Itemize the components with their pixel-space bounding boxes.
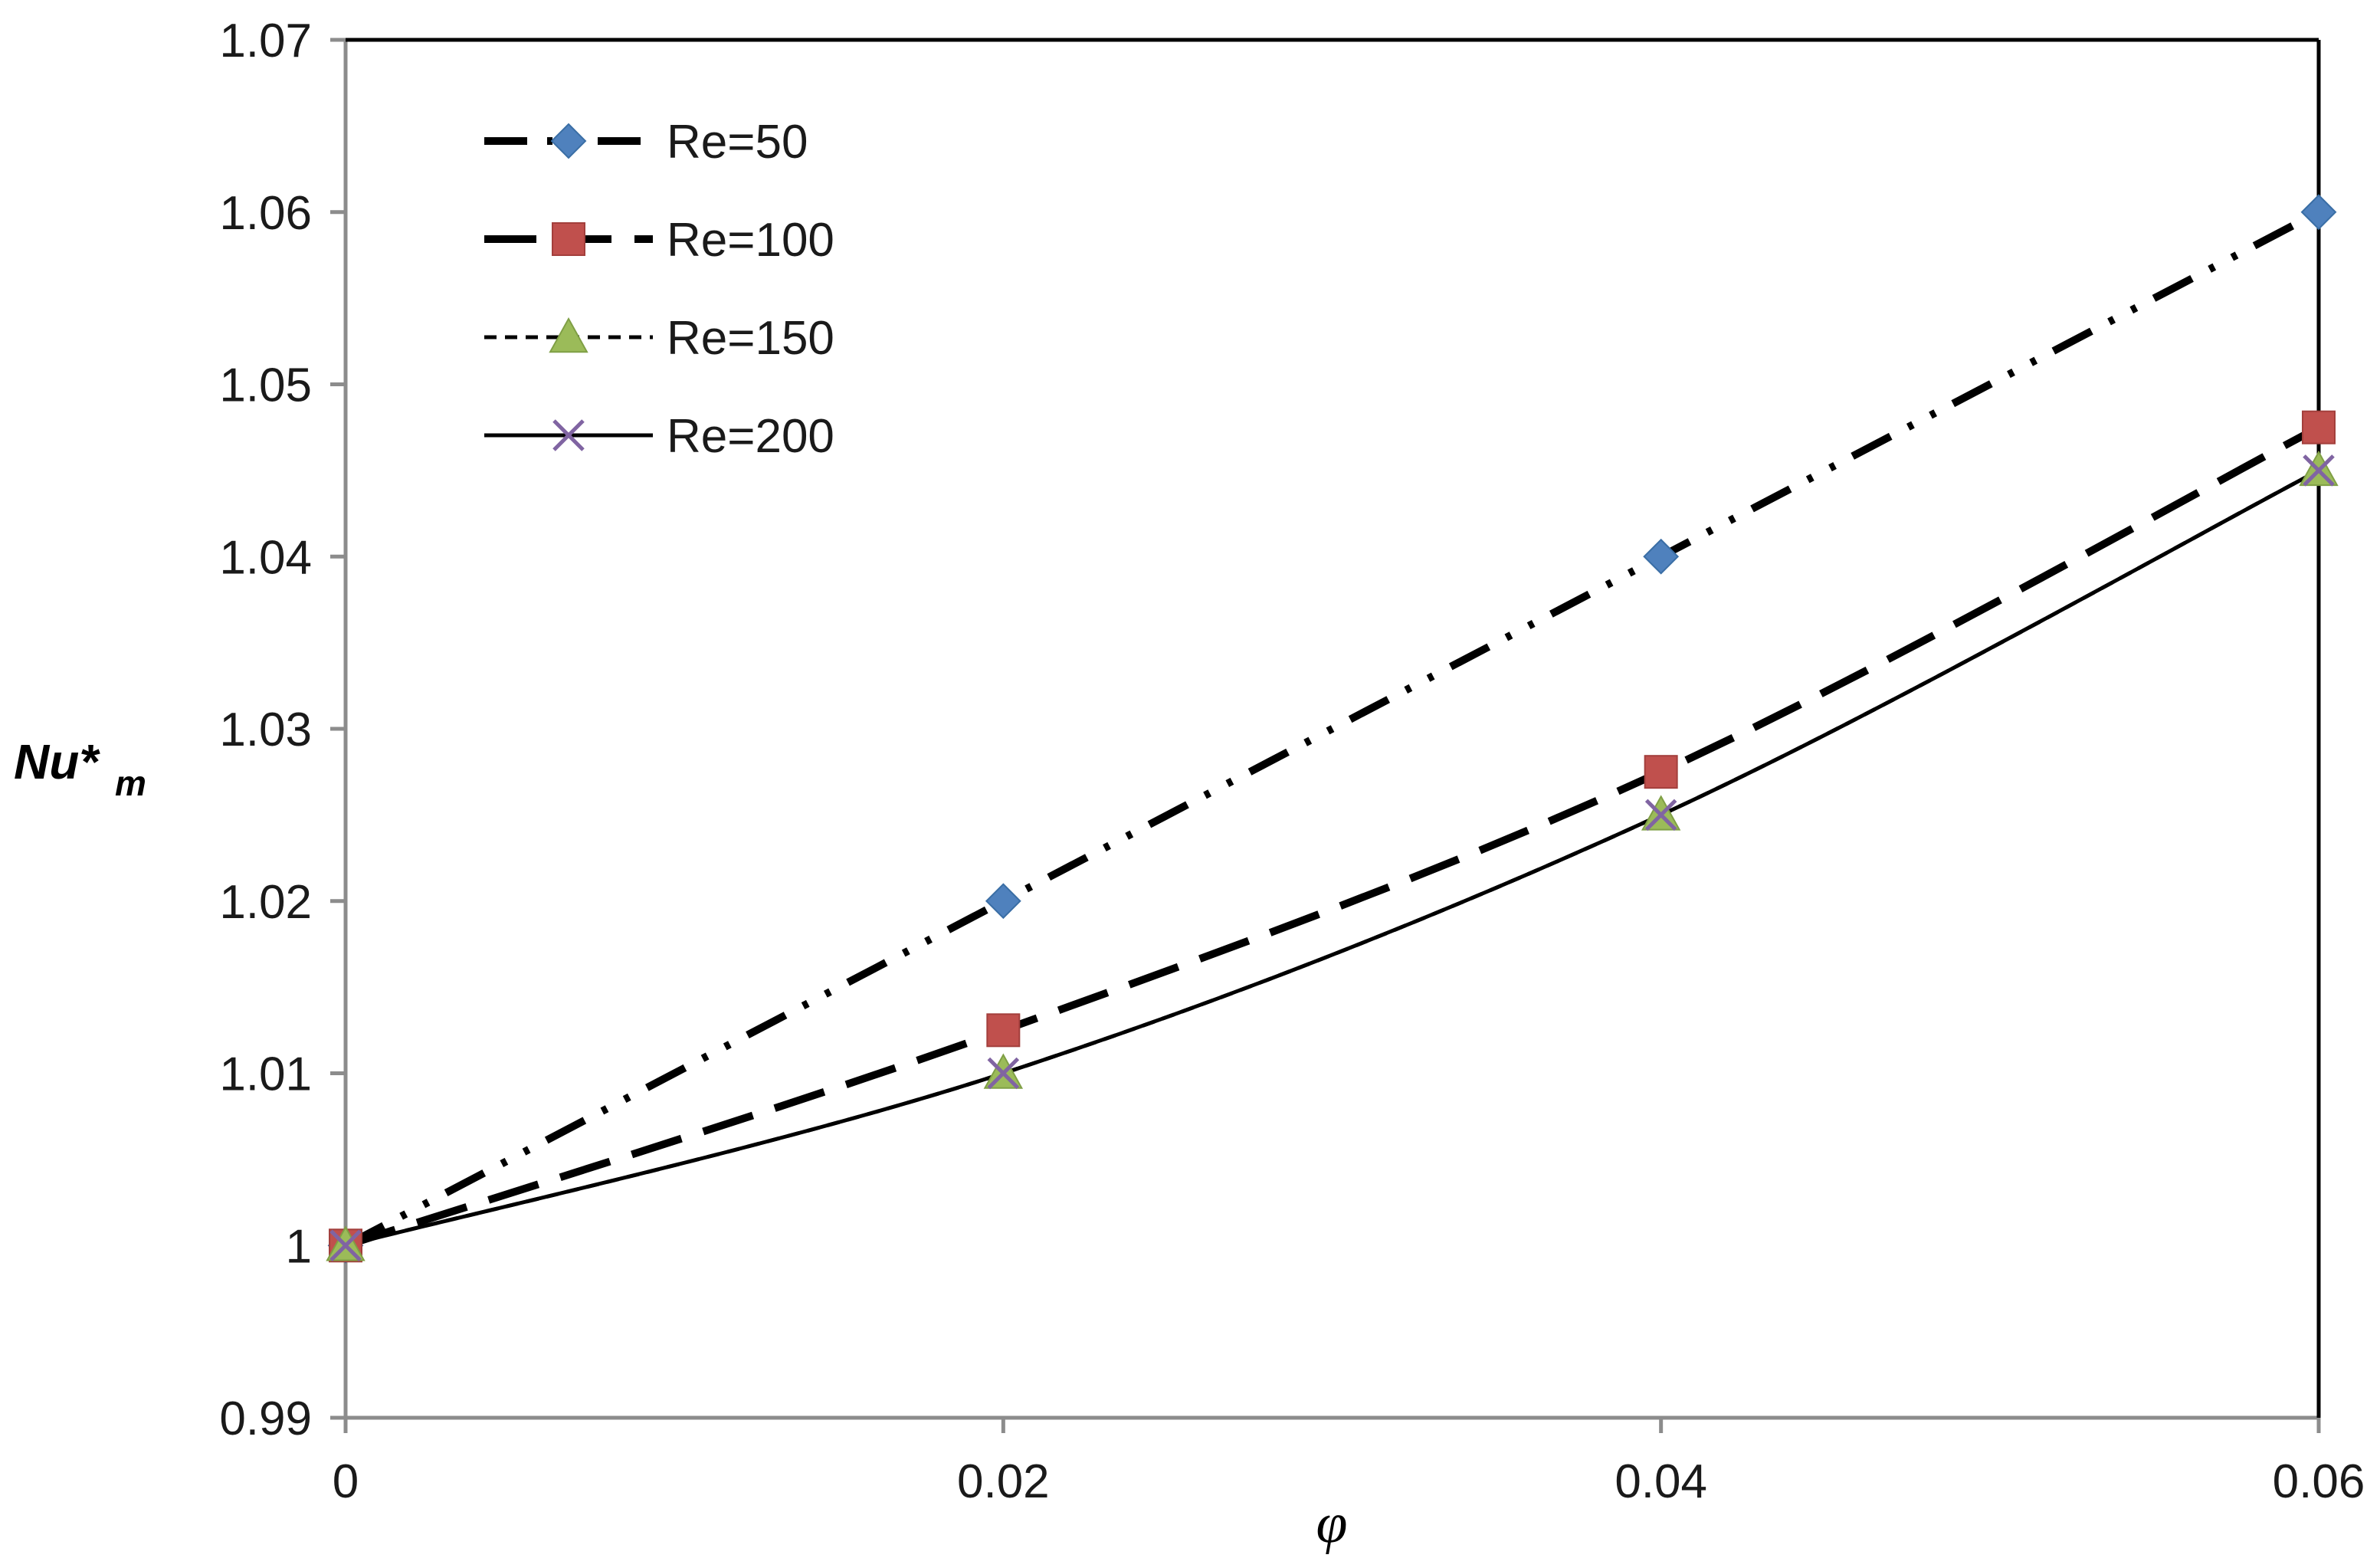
data-point-re-100 bbox=[2302, 410, 2336, 444]
series-layer bbox=[326, 194, 2339, 1264]
y-tick-label: 1.02 bbox=[219, 876, 312, 929]
data-point-re-200 bbox=[987, 1057, 1020, 1090]
legend-label-re-50: Re=50 bbox=[667, 116, 808, 169]
data-point-re-200 bbox=[1644, 799, 1677, 831]
series-lines bbox=[343, 208, 2321, 1250]
legend-marker-re-200 bbox=[552, 419, 585, 451]
legend-item-re-150: Re=150 bbox=[484, 312, 834, 365]
data-point-re-200 bbox=[2303, 454, 2335, 487]
axes: 0.99 1 1.01 1.02 1.03 1.04 1.05 1.06 1.07 0 0.02 0.… bbox=[219, 15, 2365, 1508]
data-point-re-50 bbox=[2300, 194, 2337, 231]
y-axis-title-main: Nu* bbox=[14, 734, 100, 789]
series-markers bbox=[326, 194, 2339, 1264]
x-tick-label: 0.02 bbox=[957, 1455, 1050, 1508]
series-line-re-50 bbox=[343, 208, 2321, 1249]
axis-titles: Nu* m φ bbox=[14, 734, 1347, 1555]
x-tick-label: 0.04 bbox=[1615, 1455, 1707, 1508]
legend-item-re-200: Re=200 bbox=[484, 410, 834, 463]
legend-label-re-100: Re=100 bbox=[667, 214, 834, 267]
x-tick-label: 0 bbox=[333, 1455, 359, 1508]
legend-label-re-200: Re=200 bbox=[667, 410, 834, 463]
y-tick-label: 1.07 bbox=[219, 15, 312, 67]
x-marker-stroke bbox=[2303, 454, 2335, 487]
x-marker-stroke bbox=[552, 419, 585, 451]
legend-marker-re-50 bbox=[550, 123, 587, 159]
data-point-re-100 bbox=[986, 1013, 1021, 1048]
y-tick-label: 1.05 bbox=[219, 359, 312, 412]
y-tick-label: 1 bbox=[286, 1220, 312, 1273]
x-marker-stroke bbox=[1644, 799, 1677, 831]
series-line-re-200 bbox=[345, 468, 2320, 1248]
legend: Re=50 Re=100 Re=150 Re=200 bbox=[484, 116, 834, 463]
data-point-re-200 bbox=[329, 1229, 362, 1262]
legend-marker-re-150 bbox=[549, 317, 588, 353]
y-axis-title: Nu* m bbox=[14, 734, 146, 803]
legend-marker-re-100 bbox=[552, 222, 585, 256]
legend-label-re-150: Re=150 bbox=[667, 312, 834, 365]
x-marker-stroke bbox=[987, 1057, 1020, 1090]
legend-item-re-100: Re=100 bbox=[484, 214, 834, 267]
y-tick-label: 1.06 bbox=[219, 187, 312, 240]
y-axis-title-sub: m bbox=[115, 763, 146, 803]
data-point-re-100 bbox=[1644, 755, 1678, 789]
series-line-re-100 bbox=[344, 424, 2321, 1250]
x-marker-stroke bbox=[329, 1229, 362, 1262]
x-axis-title: φ bbox=[1316, 1492, 1348, 1555]
data-point-re-50 bbox=[985, 883, 1021, 920]
y-tick-label: 1.03 bbox=[219, 704, 312, 756]
y-tick-label: 1.01 bbox=[219, 1048, 312, 1101]
y-tick-label: 1.04 bbox=[219, 531, 312, 584]
legend-item-re-50: Re=50 bbox=[484, 116, 808, 169]
data-point-re-50 bbox=[1643, 538, 1680, 575]
x-tick-label: 0.06 bbox=[2273, 1455, 2365, 1508]
y-tick-label: 0.99 bbox=[219, 1392, 312, 1445]
